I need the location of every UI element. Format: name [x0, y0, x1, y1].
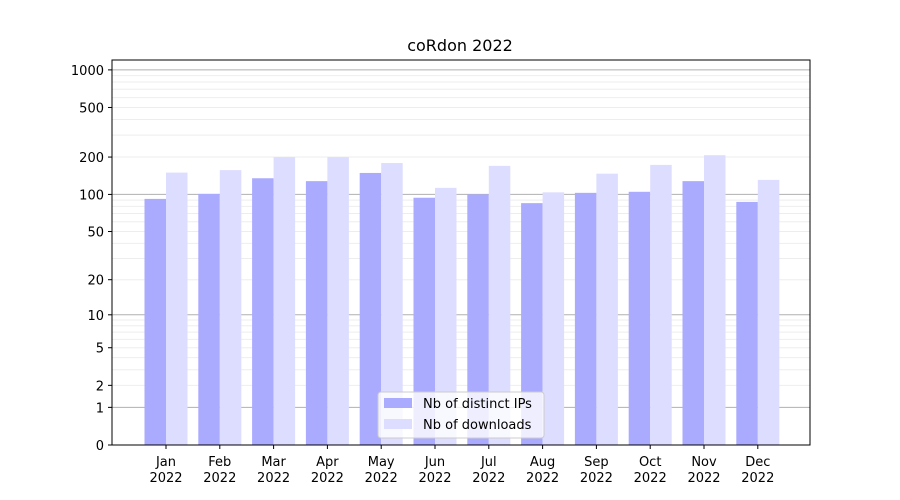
y-tick-label: 5	[96, 342, 104, 357]
x-tick-label-month: Feb	[208, 455, 231, 470]
legend-swatch-distinct-ips	[384, 398, 412, 408]
x-tick-label-year: 2022	[257, 471, 290, 486]
x-tick-label-year: 2022	[418, 471, 451, 486]
x-tick-label-year: 2022	[526, 471, 559, 486]
y-tick-label: 1000	[71, 64, 104, 79]
bar-distinct-ips	[736, 201, 758, 445]
x-tick-label-year: 2022	[149, 471, 182, 486]
legend: Nb of distinct IPs Nb of downloads	[377, 391, 545, 439]
x-axis: Jan2022Feb2022Mar2022Apr2022May2022Jun20…	[149, 445, 774, 486]
x-tick-label-year: 2022	[634, 471, 667, 486]
x-tick-label-year: 2022	[687, 471, 720, 486]
y-tick-label: 1	[96, 401, 104, 416]
y-tick-label: 500	[79, 101, 104, 116]
bar-distinct-ips	[359, 172, 382, 445]
bar-downloads	[273, 157, 296, 445]
x-tick-label-month: Mar	[261, 455, 286, 470]
legend-swatch-downloads	[384, 419, 412, 429]
x-tick-label-month: Nov	[691, 455, 717, 470]
x-tick-label-month: Aug	[530, 455, 555, 470]
x-tick-label-year: 2022	[365, 471, 398, 486]
y-axis: 0 1 2 5 10 20 50 100 200 500 1000	[71, 64, 112, 454]
x-tick-label-month: Apr	[316, 455, 339, 470]
bar-distinct-ips	[305, 181, 328, 445]
x-tick-label-month: Sep	[584, 455, 609, 470]
bar-distinct-ips	[144, 198, 166, 445]
x-tick-label-month: Jul	[480, 455, 497, 470]
x-tick-label-year: 2022	[580, 471, 613, 486]
x-tick-label-year: 2022	[203, 471, 236, 486]
chart-title: coRdon 2022	[407, 36, 513, 55]
y-tick-label: 10	[87, 309, 104, 324]
bar-downloads	[166, 172, 188, 445]
bar-downloads	[542, 192, 565, 445]
bar-distinct-ips	[198, 193, 220, 445]
legend-label-downloads: Nb of downloads	[423, 418, 532, 433]
x-tick-label-year: 2022	[741, 471, 774, 486]
bar-downloads	[596, 173, 618, 445]
bar-distinct-ips	[682, 181, 704, 445]
x-tick-label-month: Dec	[745, 455, 770, 470]
y-tick-label: 100	[79, 188, 104, 203]
bar-downloads	[650, 164, 672, 446]
bar-distinct-ips	[467, 194, 489, 445]
bars	[144, 155, 780, 446]
y-tick-label: 200	[79, 151, 104, 166]
bar-downloads	[327, 157, 349, 445]
y-tick-label: 0	[96, 439, 104, 454]
legend-label-distinct-ips: Nb of distinct IPs	[423, 397, 532, 412]
bar-distinct-ips	[413, 197, 435, 445]
x-tick-label-year: 2022	[472, 471, 505, 486]
bar-downloads	[488, 165, 511, 446]
bar-downloads	[381, 163, 403, 445]
y-tick-label: 2	[96, 379, 104, 394]
x-tick-label-month: Oct	[639, 455, 661, 470]
bar-downloads	[704, 155, 726, 445]
bar-distinct-ips	[252, 178, 274, 445]
bar-distinct-ips	[521, 203, 543, 445]
x-tick-label-month: Jun	[424, 455, 445, 470]
y-tick-label: 50	[87, 226, 104, 241]
x-tick-label-year: 2022	[311, 471, 344, 486]
bar-distinct-ips	[574, 192, 597, 445]
bar-downloads	[435, 187, 457, 445]
bar-distinct-ips	[628, 191, 651, 445]
y-tick-label: 20	[87, 274, 104, 289]
plot-frame	[111, 59, 811, 446]
x-tick-label-month: May	[368, 455, 395, 470]
bar-downloads	[219, 170, 242, 445]
legend-box	[377, 391, 545, 439]
x-tick-label-month: Jan	[155, 455, 176, 470]
bar-downloads	[757, 179, 780, 445]
